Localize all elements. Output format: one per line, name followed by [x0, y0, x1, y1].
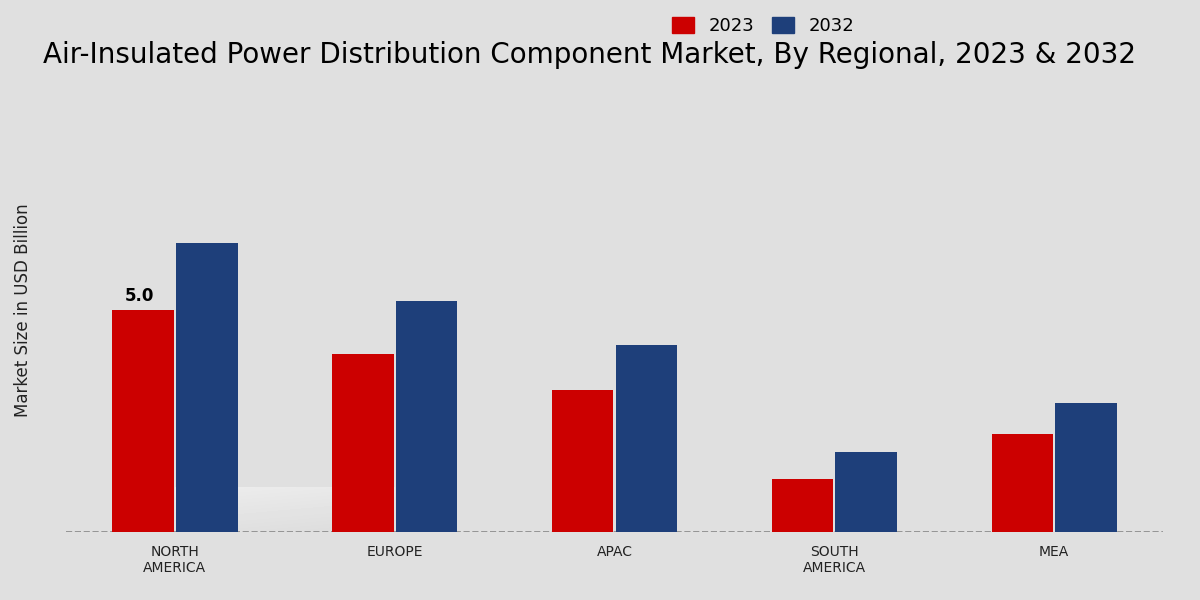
Bar — [396, 301, 457, 532]
Bar — [772, 479, 833, 532]
Text: 5.0: 5.0 — [125, 287, 154, 305]
Bar — [332, 355, 394, 532]
Bar — [113, 310, 174, 532]
Bar — [616, 346, 677, 532]
Bar — [991, 434, 1054, 532]
Text: Air-Insulated Power Distribution Component Market, By Regional, 2023 & 2032: Air-Insulated Power Distribution Compone… — [43, 41, 1136, 69]
Bar — [552, 390, 613, 532]
Legend: 2023, 2032: 2023, 2032 — [672, 17, 854, 35]
Bar — [176, 244, 238, 532]
Y-axis label: Market Size in USD Billion: Market Size in USD Billion — [14, 203, 32, 417]
Bar — [1055, 403, 1117, 532]
Bar — [835, 452, 898, 532]
